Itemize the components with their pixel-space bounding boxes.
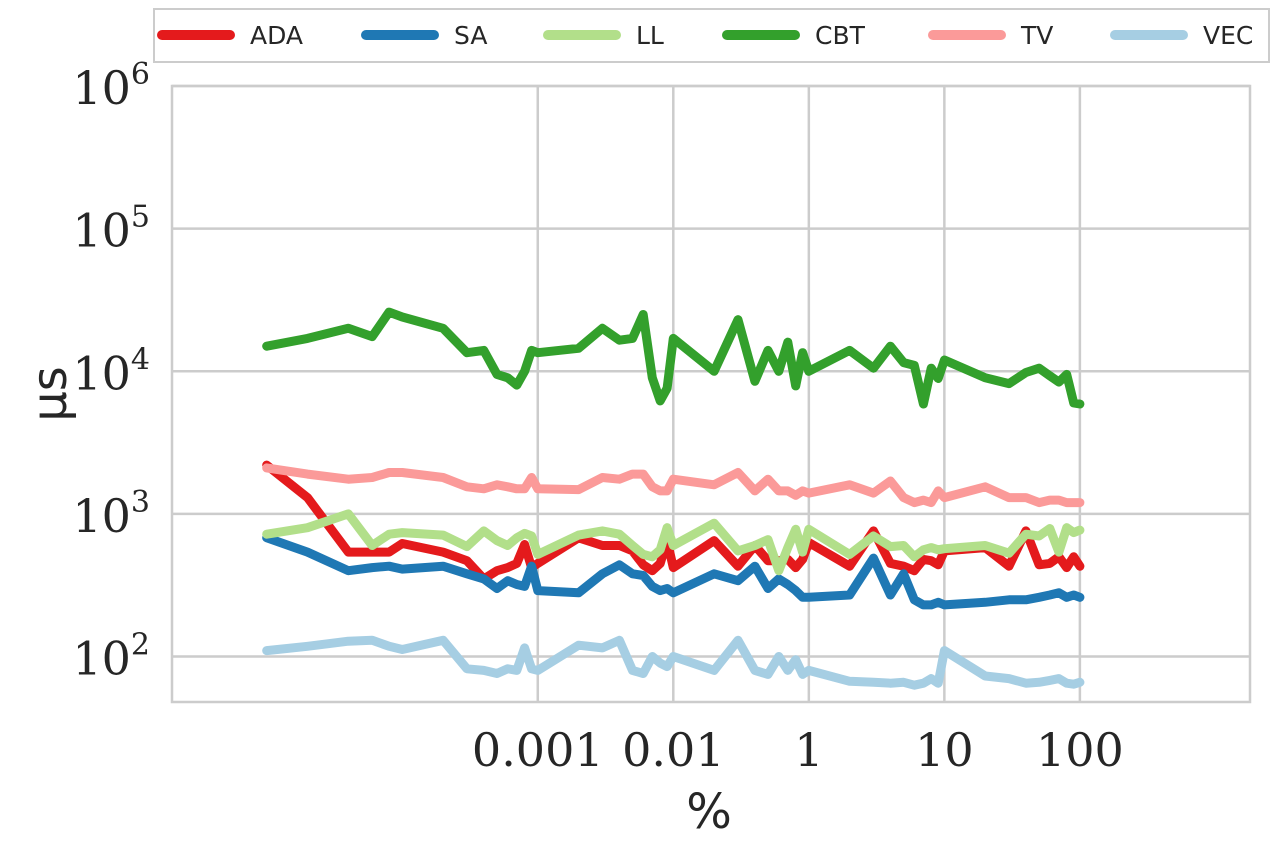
x-tick-labels: 0.001 0.01 1 10 100 — [472, 723, 1124, 777]
y-tick-exponent: 5 — [131, 200, 150, 235]
y-tick-label: 106 — [72, 57, 150, 115]
y-tick-label: 105 — [72, 200, 150, 258]
legend-label-ada: ADA — [250, 21, 303, 50]
x-tick-label: 1 — [794, 723, 823, 777]
y-tick-base: 10 — [72, 632, 131, 686]
y-tick-base: 10 — [72, 61, 131, 115]
legend: ADA SA LL CBT TV VEC — [153, 8, 1270, 63]
series-group — [262, 307, 1085, 690]
series-line-cbt — [262, 307, 1085, 409]
legend-label-ll: LL — [636, 21, 664, 50]
y-tick-label: 103 — [72, 485, 150, 543]
x-tick-label: 0.001 — [472, 723, 604, 777]
legend-label-tv: TV — [1020, 21, 1053, 50]
legend-label-cbt: CBT — [815, 21, 866, 50]
x-axis-title: % — [686, 784, 732, 840]
gridlines — [172, 84, 1250, 702]
legend-label-vec: VEC — [1203, 21, 1253, 50]
series-line-sa — [262, 533, 1085, 610]
legend-label-sa: SA — [454, 21, 487, 50]
y-tick-base: 10 — [72, 346, 131, 400]
y-tick-label: 102 — [72, 628, 150, 686]
plot-area — [170, 84, 1252, 704]
series-line-ll — [262, 509, 1085, 576]
y-tick-base: 10 — [72, 204, 131, 258]
y-tick-exponent: 2 — [131, 628, 150, 663]
x-tick-label: 0.01 — [622, 723, 724, 777]
y-tick-exponent: 4 — [131, 342, 150, 377]
y-tick-base: 10 — [72, 489, 131, 543]
y-tick-exponent: 3 — [131, 485, 150, 520]
y-tick-label: 104 — [72, 342, 150, 400]
y-axis-title: μs — [22, 366, 78, 422]
y-tick-exponent: 6 — [131, 57, 150, 92]
series-line-tv — [262, 463, 1085, 508]
x-tick-label: 10 — [915, 723, 974, 777]
legend-frame — [153, 8, 1270, 63]
x-tick-label: 100 — [1036, 723, 1124, 777]
series-line-vec — [262, 635, 1085, 690]
